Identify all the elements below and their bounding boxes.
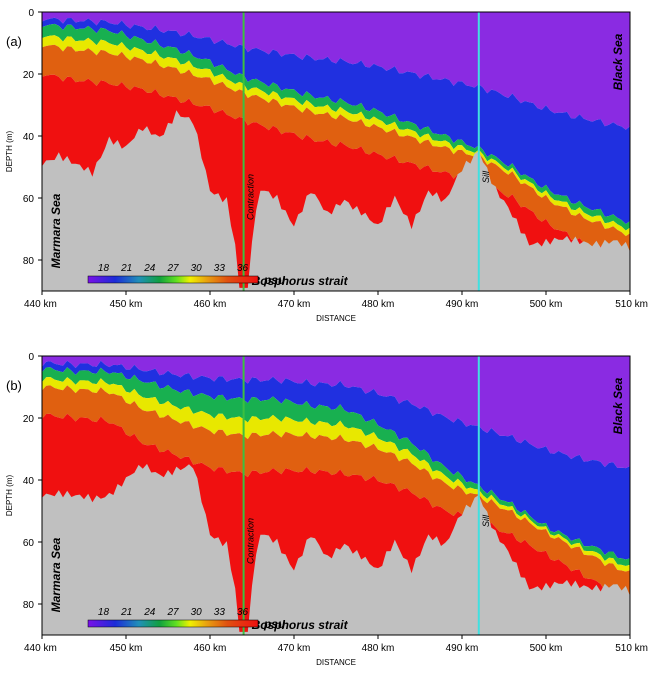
colorbar-tick-label: 21 — [120, 607, 132, 618]
x-tick-label: 450 km — [110, 299, 143, 310]
x-tick-label: 480 km — [362, 643, 395, 654]
y-tick-label: 20 — [23, 414, 35, 425]
y-tick-label: 0 — [28, 8, 34, 19]
y-tick-label: 0 — [28, 352, 34, 363]
colorbar-tick-label: 33 — [214, 607, 226, 618]
y-tick-label: 80 — [23, 256, 35, 267]
panel-a: 440 km 450 km 460 km 470 km 480 km 490 km 500 … — [5, 8, 648, 323]
plot-frame — [41, 355, 631, 636]
plot-frame — [41, 11, 631, 292]
colorbar-tick-label: 24 — [143, 607, 156, 618]
colorbar — [87, 619, 259, 628]
bosphorus-strait-label: Bosphorus strait — [252, 618, 349, 632]
colorbar-tick-label: 36 — [237, 607, 249, 618]
x-tick-label: 500 km — [530, 299, 563, 310]
sill-label: Sill — [481, 170, 491, 183]
colorbar — [87, 275, 259, 284]
y-tick-label: 80 — [23, 600, 35, 611]
sill-label: Sill — [481, 514, 491, 527]
panel-label: (b) — [6, 378, 22, 393]
panel-label: (a) — [6, 34, 22, 49]
y-tick-label: 60 — [23, 538, 35, 549]
black-sea-label: Black Sea — [611, 377, 625, 434]
colorbar-unit: psu — [263, 617, 286, 631]
x-tick-label: 470 km — [278, 299, 311, 310]
band-fresh — [42, 12, 630, 130]
colorbar-tick-label: 30 — [191, 263, 203, 274]
seabed — [42, 110, 630, 291]
colorbar-tick-label: 21 — [120, 263, 132, 274]
colorbar-tick-label: 30 — [191, 607, 203, 618]
y-axis-label: DEPTH (m) — [5, 131, 14, 173]
y-tick-label: 40 — [23, 132, 35, 143]
panel-b: 440 km 450 km 460 km 470 km 480 km 490 km 500 … — [5, 352, 648, 667]
x-tick-label: 440 km — [24, 299, 57, 310]
contraction-label: Contraction — [246, 174, 256, 220]
colorbar-tick-label: 24 — [143, 263, 156, 274]
y-tick-label: 40 — [23, 476, 35, 487]
seabed — [42, 463, 630, 635]
x-tick-label: 510 km — [615, 643, 648, 654]
colorbar-tick-label: 18 — [98, 607, 110, 618]
x-axis-label: DISTANCE — [316, 314, 356, 323]
x-tick-label: 460 km — [194, 299, 227, 310]
band-brackish — [42, 360, 630, 560]
bosphorus-strait-label: Bosphorus strait — [252, 274, 349, 288]
colorbar-tick-label: 18 — [98, 263, 110, 274]
colorbar-unit: psu — [263, 273, 286, 287]
band-salty — [42, 385, 630, 597]
x-tick-label: 440 km — [24, 643, 57, 654]
x-tick-label: 510 km — [615, 299, 648, 310]
black-sea-label: Black Sea — [611, 33, 625, 90]
colorbar-tick-label: 27 — [166, 263, 179, 274]
y-tick-label: 60 — [23, 194, 35, 205]
colorbar-tick-label: 27 — [166, 607, 179, 618]
x-tick-label: 480 km — [362, 299, 395, 310]
x-axis-label: DISTANCE — [316, 658, 356, 667]
marmara-sea-label: Marmara Sea — [49, 537, 63, 612]
contraction-label: Contraction — [246, 518, 256, 564]
y-axis-label: DEPTH (m) — [5, 475, 14, 517]
colorbar-tick-label: 36 — [237, 263, 249, 274]
x-tick-label: 490 km — [446, 299, 479, 310]
x-tick-label: 450 km — [110, 643, 143, 654]
colorbar-tick-label: 33 — [214, 263, 226, 274]
band-fresh — [42, 356, 630, 469]
y-tick-label: 20 — [23, 70, 35, 81]
salinity-field — [42, 12, 630, 291]
x-tick-label: 500 km — [530, 643, 563, 654]
x-tick-label: 470 km — [278, 643, 311, 654]
marmara-sea-label: Marmara Sea — [49, 193, 63, 268]
salinity-field — [42, 356, 630, 635]
x-tick-label: 460 km — [194, 643, 227, 654]
band-brackish — [42, 17, 630, 224]
band-salty — [42, 44, 630, 262]
x-tick-label: 490 km — [446, 643, 479, 654]
